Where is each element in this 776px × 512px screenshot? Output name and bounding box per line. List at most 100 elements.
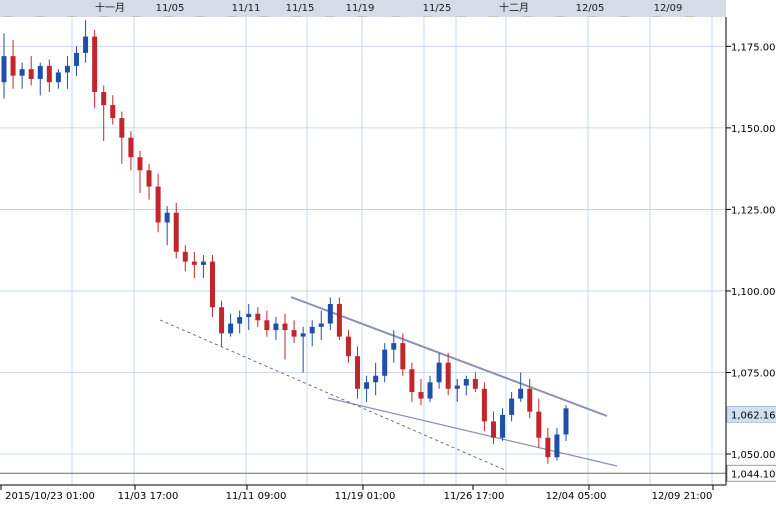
candle [554, 427, 560, 461]
candle-body [219, 307, 225, 334]
current-price-box [726, 406, 776, 423]
candle-body [509, 398, 515, 415]
candle-body [554, 434, 560, 458]
candle [527, 379, 533, 419]
x-axis: 2015/10/23 01:00 11/03 17:00 11/11 09:00 11… [0, 484, 776, 508]
candle [191, 251, 197, 278]
candle-body [64, 65, 70, 73]
candle [427, 375, 433, 402]
candle-body [1, 56, 7, 83]
candle [291, 320, 297, 344]
candle-body [563, 408, 569, 435]
candle [436, 352, 442, 389]
candle [391, 330, 397, 363]
x-tick-label: 11/19 01:00 [335, 491, 396, 502]
candle-body [191, 261, 197, 265]
candle [445, 352, 451, 396]
candle [327, 297, 333, 331]
candle [101, 85, 107, 141]
candle [509, 392, 515, 422]
candle-body [246, 313, 252, 318]
top-axis-label: 11/19 [346, 3, 375, 14]
candle [418, 379, 424, 406]
candle [454, 379, 460, 402]
candle [37, 62, 43, 96]
candle [400, 333, 406, 376]
level-price-box [726, 464, 776, 482]
candle [164, 206, 170, 246]
candle [237, 310, 243, 334]
y-tick-label: 1,050.00 [731, 450, 776, 461]
candle [373, 362, 379, 396]
y-axis: 1,175.00 1,150.00 1,125.00 1,100.00 1,075.00… [725, 0, 776, 508]
top-axis-label: 11/05 [156, 3, 185, 14]
candle-body [173, 212, 179, 252]
candle-body [46, 65, 52, 83]
candle-body [518, 388, 524, 399]
candle [182, 245, 188, 272]
x-tick-label: 11/11 09:00 [226, 491, 287, 502]
candle-body [400, 343, 406, 370]
candle-body [119, 118, 125, 138]
candle-body [500, 414, 506, 438]
candle [209, 255, 215, 318]
candle [1, 33, 7, 99]
candle-body [264, 320, 270, 331]
x-tick-label: 12/09 21:00 [652, 491, 713, 502]
candle [137, 150, 143, 194]
y-axis-background [726, 0, 776, 508]
top-axis-label: 十二月 [499, 1, 529, 14]
candle [219, 300, 225, 347]
y-tick-label: 1,175.00 [731, 42, 776, 53]
lower-trendline [327, 397, 618, 467]
candle [472, 372, 478, 393]
y-tick-label: 1,100.00 [731, 287, 776, 298]
candle [10, 39, 16, 89]
top-axis-band [0, 0, 726, 17]
candle [55, 69, 61, 89]
candle-body [427, 382, 433, 399]
candle [345, 330, 351, 363]
candle-body [545, 437, 551, 458]
candle-body [237, 317, 243, 324]
y-tick-label: 1,150.00 [731, 124, 776, 135]
plot-area [0, 17, 726, 485]
top-axis-label: 11/15 [286, 3, 315, 14]
candle-body [382, 349, 388, 376]
candle [300, 326, 306, 373]
candle-body [463, 379, 469, 386]
candle-body [418, 392, 424, 399]
candle [409, 362, 415, 402]
candle [490, 411, 496, 445]
candle [518, 372, 524, 402]
candle-body [391, 343, 397, 350]
candle-body [92, 36, 98, 93]
x-tick-label: 2015/10/23 01:00 [5, 491, 95, 502]
upper-trendline [290, 296, 608, 417]
candle-body [10, 56, 16, 76]
candle [155, 173, 161, 233]
candle-body [536, 411, 542, 438]
candle-body [146, 170, 152, 187]
x-tick-label: 11/03 17:00 [118, 491, 179, 502]
candle-body [228, 323, 234, 334]
candle-body [291, 330, 297, 337]
candle [282, 313, 288, 360]
candle [146, 163, 152, 200]
candle-body [318, 323, 324, 327]
candle [74, 46, 80, 76]
candle-body [364, 382, 370, 389]
candle [228, 313, 234, 337]
candle [273, 317, 279, 340]
y-tick-label: 1,125.00 [731, 205, 776, 216]
candle [355, 346, 361, 399]
candle [173, 202, 179, 259]
candle-body [327, 303, 333, 324]
candle-body [128, 137, 134, 158]
candle [64, 56, 70, 89]
candle-body [300, 333, 306, 337]
candle-body [345, 336, 351, 357]
candle-body [37, 65, 43, 79]
candle-body [490, 421, 496, 438]
